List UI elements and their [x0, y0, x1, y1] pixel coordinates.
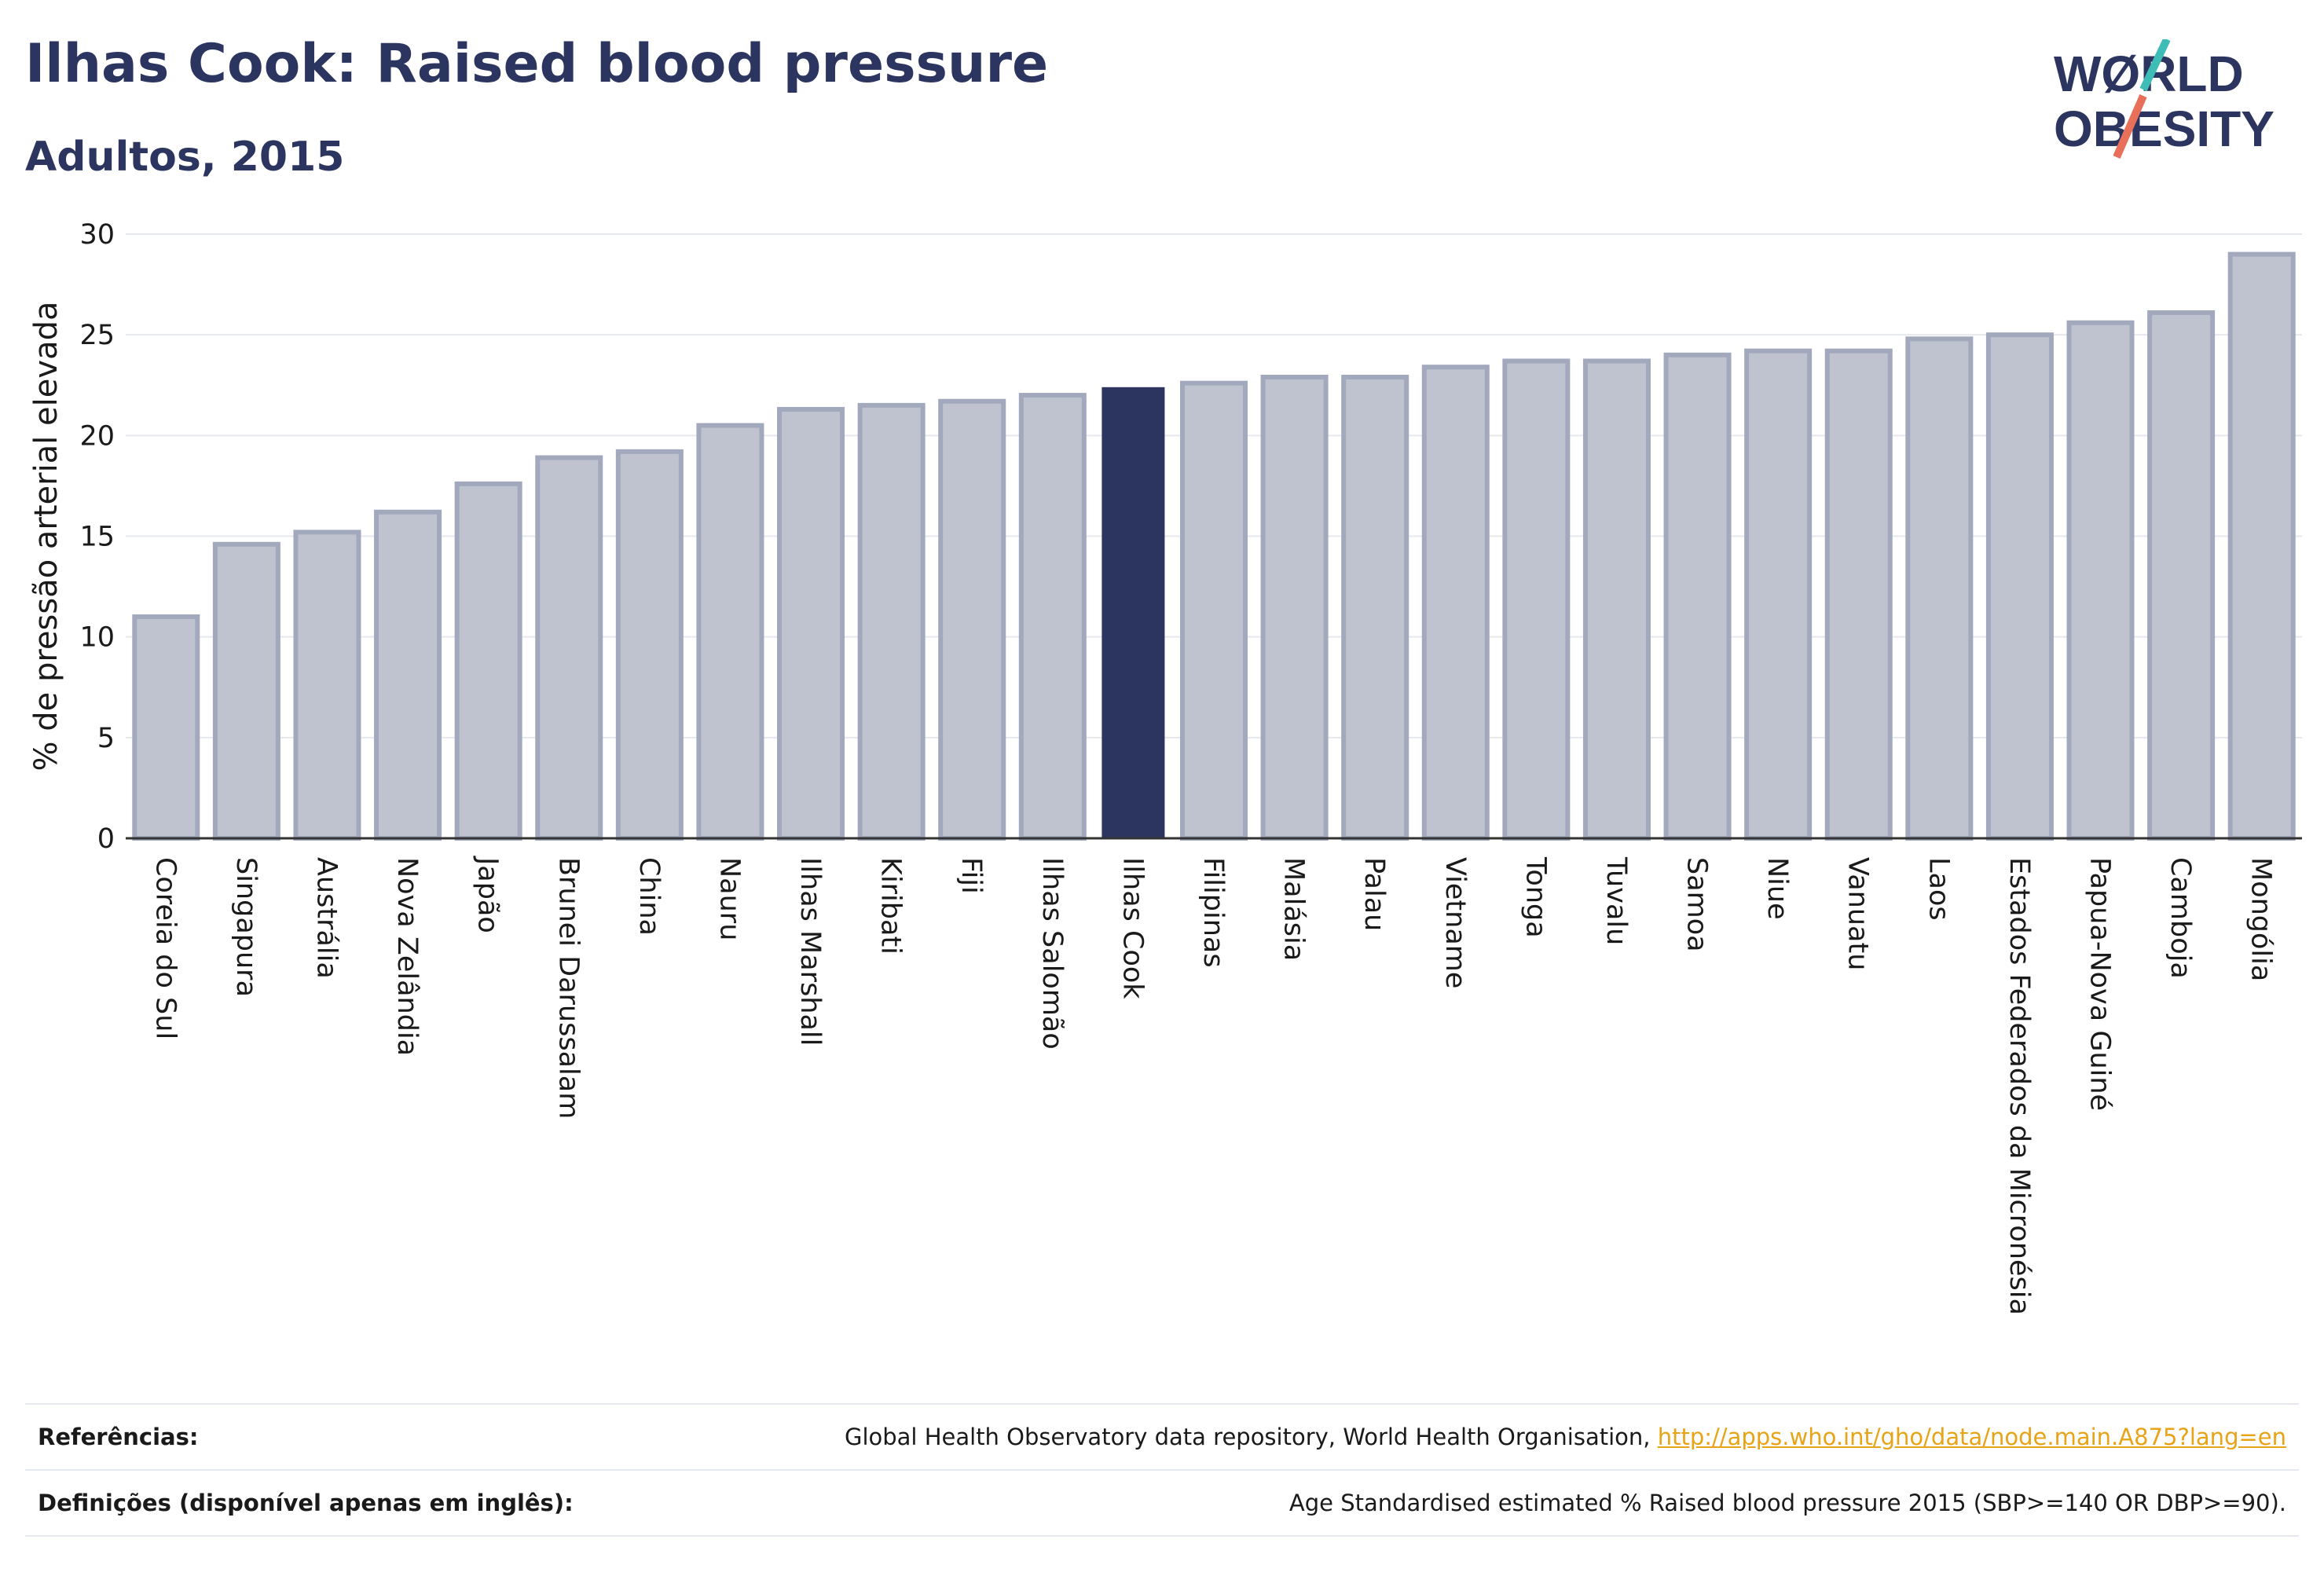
- bar-papua-nova-guiné[interactable]: [2066, 320, 2135, 841]
- bar-laos[interactable]: [1905, 336, 1974, 841]
- x-tick-label: China: [633, 857, 665, 936]
- bar-nova-zelândia[interactable]: [374, 509, 442, 841]
- y-axis-label: % de pressão arterial elevada: [28, 302, 64, 772]
- x-axis-ticks: Coreia do Sul Singapura Austrália Nova Zelâ…: [149, 856, 2276, 1315]
- x-tick-label: Brunei Darussalam: [552, 857, 584, 1119]
- x-tick-label: Nova Zelândia: [391, 857, 423, 1056]
- bar-estados-federados-da-micronésia[interactable]: [1985, 332, 2054, 841]
- logo-line-obesity: OBESITY: [2054, 101, 2275, 157]
- bar-singapura[interactable]: [212, 541, 280, 841]
- bar-ilhas-marshall[interactable]: [777, 407, 845, 841]
- bar-niue[interactable]: [1744, 348, 1813, 841]
- footer-divider-top: [25, 1403, 2299, 1405]
- footer-definitions-row: Definições (disponível apenas em inglês)…: [25, 1490, 2299, 1524]
- x-tick-label: Ilhas Cook: [1116, 857, 1148, 999]
- x-tick-label: Camboja: [2165, 857, 2196, 979]
- x-tick-label: Ilhas Salomão: [1036, 857, 1068, 1050]
- references-value: Global Health Observatory data repositor…: [845, 1424, 2286, 1450]
- bar-malásia[interactable]: [1260, 374, 1329, 841]
- bar-ilhas-salomão[interactable]: [1018, 393, 1087, 841]
- bar-tonga[interactable]: [1502, 358, 1571, 841]
- bar-chart: 0 5 10 15 20 25 30 Coreia do Sul Singapura Austr…: [28, 219, 2302, 1315]
- y-tick-label: 15: [79, 522, 115, 553]
- bar-ilhas-cook[interactable]: [1102, 387, 1165, 838]
- references-text: Global Health Observatory data repositor…: [844, 1424, 1658, 1450]
- footer-divider-bottom: [25, 1535, 2299, 1537]
- bar-china[interactable]: [615, 449, 684, 841]
- y-tick-label: 10: [79, 622, 115, 654]
- bar-nauru[interactable]: [696, 423, 764, 841]
- footer-references-row: Referências: Global Health Observatory d…: [25, 1424, 2299, 1458]
- x-tick-label: Vanuatu: [1842, 857, 1874, 970]
- references-link[interactable]: http://apps.who.int/gho/data/node.main.A…: [1657, 1424, 2286, 1450]
- x-tick-label: Laos: [1923, 857, 1954, 921]
- x-tick-label: Mongólia: [2245, 857, 2277, 981]
- y-tick-label: 25: [79, 320, 115, 351]
- x-tick-label: Ilhas Marshall: [794, 857, 826, 1046]
- x-tick-label: Coreia do Sul: [149, 857, 181, 1039]
- bar-palau[interactable]: [1341, 374, 1409, 841]
- bar-brunei-darussalam[interactable]: [535, 455, 603, 841]
- x-tick-label: Filipinas: [1197, 857, 1229, 968]
- footer-divider-middle: [25, 1469, 2299, 1471]
- bar-austrália[interactable]: [293, 530, 361, 841]
- chart-subtitle: Adultos, 2015: [25, 134, 345, 181]
- y-tick-label: 0: [97, 823, 115, 855]
- x-tick-label: Vietname: [1439, 857, 1471, 988]
- y-tick-label: 5: [97, 723, 115, 754]
- bar-filipinas[interactable]: [1179, 380, 1248, 841]
- y-tick-label: 20: [79, 420, 115, 452]
- x-tick-label: Tonga: [1519, 856, 1551, 938]
- chart-title: Ilhas Cook: Raised blood pressure: [25, 33, 1049, 95]
- bar-kiribati[interactable]: [857, 402, 926, 841]
- bar-japão[interactable]: [454, 481, 522, 841]
- x-tick-label: Malásia: [1278, 857, 1310, 961]
- y-axis-ticks: 0 5 10 15 20 25 30: [79, 219, 115, 855]
- world-obesity-logo[interactable]: WØRLD OBESITY: [2051, 39, 2310, 165]
- x-tick-label: Fiji: [955, 857, 987, 894]
- bars: [132, 251, 2296, 841]
- x-tick-label: Papua-Nova Guiné: [2084, 857, 2116, 1111]
- logo-slash-coral: [2113, 94, 2147, 159]
- bar-vietname[interactable]: [1421, 365, 1490, 841]
- bar-vanuatu[interactable]: [1824, 348, 1893, 841]
- bar-tuvalu[interactable]: [1582, 358, 1651, 841]
- references-label: Referências:: [38, 1424, 199, 1450]
- definitions-label: Definições (disponível apenas em inglês)…: [38, 1490, 574, 1516]
- bar-camboja[interactable]: [2147, 310, 2216, 841]
- x-tick-label: Singapura: [230, 857, 262, 997]
- x-tick-label: Austrália: [310, 857, 342, 979]
- y-tick-label: 30: [79, 219, 115, 251]
- x-tick-label: Niue: [1761, 857, 1793, 920]
- bar-samoa[interactable]: [1663, 352, 1732, 841]
- x-tick-label: Kiribati: [875, 857, 907, 955]
- definitions-text: Age Standardised estimated % Raised bloo…: [1288, 1490, 2286, 1516]
- x-tick-label: Palau: [1358, 857, 1390, 931]
- bar-coreia-do-sul[interactable]: [132, 614, 200, 841]
- x-tick-label: Nauru: [713, 857, 745, 940]
- x-tick-label: Japão: [472, 856, 504, 933]
- logo-slash-teal: [2139, 39, 2171, 92]
- bar-mongólia[interactable]: [2227, 251, 2296, 841]
- x-tick-label: Tuvalu: [1600, 856, 1632, 945]
- x-tick-label: Estados Federados da Micronésia: [2003, 857, 2035, 1315]
- bar-fiji[interactable]: [938, 398, 1006, 841]
- x-tick-label: Samoa: [1681, 857, 1713, 952]
